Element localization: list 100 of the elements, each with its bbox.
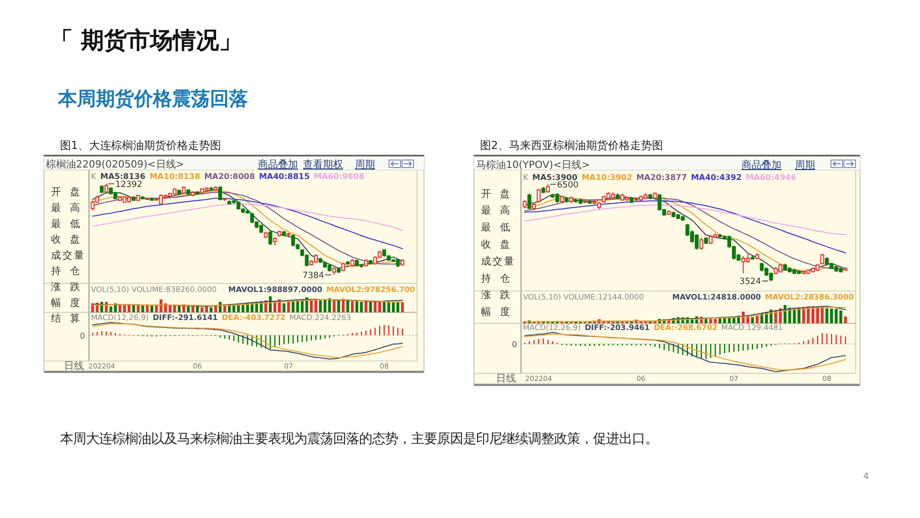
bar [704, 318, 708, 324]
candlestick [755, 252, 760, 260]
candlestick [341, 262, 346, 272]
bar [396, 302, 400, 312]
candlestick [136, 194, 140, 202]
x-axis-title: 日线 [64, 360, 84, 372]
text: 涨跌 [51, 281, 80, 293]
text: 周期 [795, 159, 815, 171]
bar [186, 306, 190, 312]
candlestick [214, 186, 218, 192]
text: 持仓 [51, 265, 80, 278]
candlestick [750, 255, 754, 260]
bar [369, 302, 372, 312]
annotation: 7384 [302, 270, 324, 281]
candlestick [630, 196, 634, 204]
candlestick [546, 184, 550, 194]
chart-title: 图1、大连棕榈油期货价格走势图 [60, 139, 221, 152]
text: 最低 [481, 222, 510, 234]
text: 收盘 [51, 234, 80, 246]
text: 涨跌 [481, 289, 510, 302]
candlestick [532, 202, 536, 210]
text: 开盘 [481, 188, 510, 200]
annotation: 12392 [115, 180, 142, 190]
bar [709, 318, 712, 324]
candlestick [336, 268, 341, 274]
bar [714, 318, 717, 324]
candlestick [527, 192, 532, 210]
text: 开盘 [51, 186, 80, 198]
bar [401, 302, 404, 312]
candlestick [364, 258, 368, 267]
candlestick [588, 200, 592, 205]
candlestick [282, 230, 286, 237]
series-label: MA10:8138 [149, 172, 201, 181]
candlestick [802, 270, 806, 275]
text: MA20:3877 [636, 172, 687, 182]
candlestick [250, 212, 254, 224]
text: MA40:4392 [690, 172, 742, 182]
candlestick [400, 258, 404, 266]
bar [374, 302, 377, 312]
series-label: MA20:8008 [204, 172, 256, 181]
candlestick [272, 236, 277, 246]
candlestick [346, 260, 350, 266]
candlestick [522, 199, 527, 209]
candlestick [278, 230, 282, 237]
text: 本周大连棕榈油以及马来棕榈油主要表现为震荡回落的态势，主要原因是印尼继续调整政策，促进出口。 [60, 431, 658, 447]
legend-title: K [523, 172, 529, 182]
text: 「 期货市场情况」 [50, 27, 242, 54]
text: 幅度 [51, 296, 80, 309]
text: 商品叠加 [258, 158, 298, 170]
bar [282, 303, 286, 312]
annotation: 3524 [739, 277, 762, 287]
candlestick [569, 196, 574, 204]
candlestick [140, 196, 145, 200]
bar [756, 316, 759, 324]
text: MA10:3902 [581, 172, 632, 182]
candlestick [196, 190, 200, 196]
text: 成交量 [51, 249, 84, 262]
candlestick [844, 266, 848, 272]
candlestick [332, 266, 336, 276]
candlestick [564, 196, 568, 203]
candlestick [541, 186, 546, 194]
candlestick [150, 196, 154, 202]
candlestick [648, 194, 652, 200]
candlestick [778, 264, 782, 274]
candlestick [560, 195, 564, 203]
text: 商品叠加 [742, 159, 782, 171]
bar [337, 300, 340, 312]
candlestick [182, 186, 186, 194]
candlestick [132, 196, 136, 202]
bar [364, 301, 368, 312]
bar [210, 307, 212, 312]
candlestick [209, 186, 213, 190]
series-label: MA5:8136 [100, 172, 146, 181]
candlestick [104, 183, 108, 193]
text: 最低 [51, 218, 80, 230]
candlestick [218, 186, 222, 201]
candlestick [382, 248, 386, 258]
candlestick [264, 231, 268, 239]
text: 周期 [355, 158, 375, 170]
candlestick [100, 184, 104, 194]
bar [839, 310, 842, 324]
text: 成交量 [481, 255, 514, 268]
candlestick [222, 198, 227, 202]
bar [332, 300, 336, 312]
text: 结算 [51, 312, 80, 325]
candlestick [396, 258, 400, 268]
text: 幅度 [481, 306, 510, 318]
candlestick [666, 210, 671, 216]
bar [150, 306, 154, 312]
text: 最高 [481, 204, 510, 217]
text: 最高 [51, 202, 80, 214]
chart-title: 图2、马来西亚棕榈油期货价格走势图 [480, 139, 663, 152]
candlestick [652, 192, 657, 200]
candlestick [145, 197, 150, 201]
text: MA60:9808 [314, 172, 365, 181]
candlestick [268, 230, 272, 246]
text: 查看期权 [303, 158, 343, 170]
candlestick [177, 188, 182, 196]
text: 本周期货价格震荡回落 [57, 88, 248, 110]
bar [382, 302, 386, 312]
